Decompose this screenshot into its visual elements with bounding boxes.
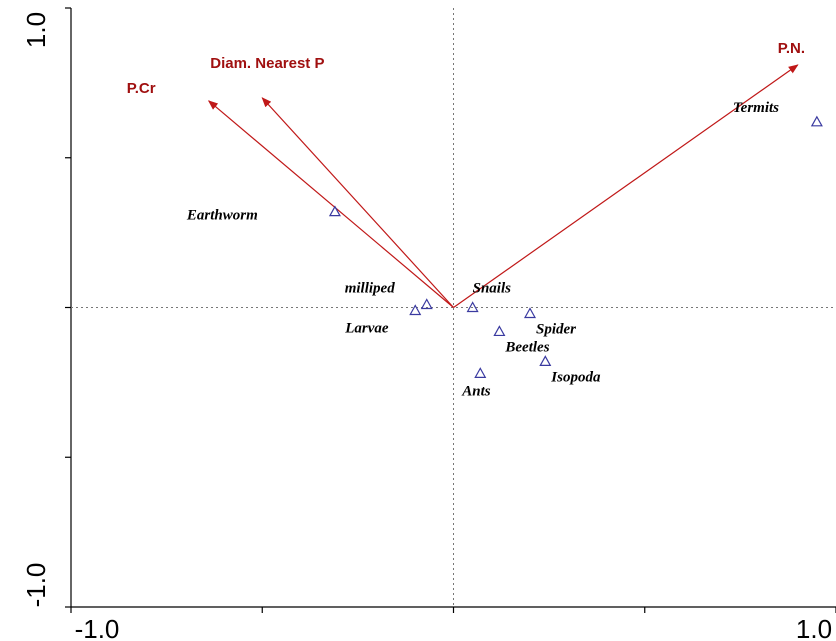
point-label-8: Ants (461, 383, 491, 399)
point-marker-3 (409, 304, 422, 316)
point-marker-4 (466, 301, 479, 313)
vector-label-0: P.Cr (127, 80, 156, 97)
point-marker-1 (328, 205, 341, 217)
point-label-3: Larvae (344, 320, 389, 336)
vector-arrow-1 (261, 97, 454, 308)
vector-label-1: Diam. Nearest P (210, 55, 324, 72)
vector-arrow-2 (453, 64, 799, 308)
point-label-1: Earthworm (186, 208, 258, 224)
vector-label-2: P.N. (778, 40, 805, 57)
x-tick-label-max: 1.0 (796, 614, 832, 641)
point-marker-5 (523, 307, 537, 319)
point-marker-6 (493, 325, 506, 337)
point-label-4: Snails (473, 281, 512, 297)
point-label-0: Termits (733, 100, 779, 116)
point-label-5: Spider (536, 321, 576, 337)
point-label-6: Beetles (504, 339, 549, 355)
point-marker-7 (539, 355, 552, 367)
point-marker-0 (810, 115, 823, 127)
point-label-2: milliped (345, 281, 395, 297)
point-marker-8 (474, 367, 487, 378)
y-tick-label-min: -1.0 (21, 563, 51, 608)
vector-arrow-0 (207, 100, 454, 308)
point-marker-2 (420, 298, 433, 310)
y-tick-label-max: 1.0 (21, 12, 51, 48)
point-label-7: Isopoda (550, 369, 601, 385)
x-tick-label-min: -1.0 (75, 614, 120, 641)
